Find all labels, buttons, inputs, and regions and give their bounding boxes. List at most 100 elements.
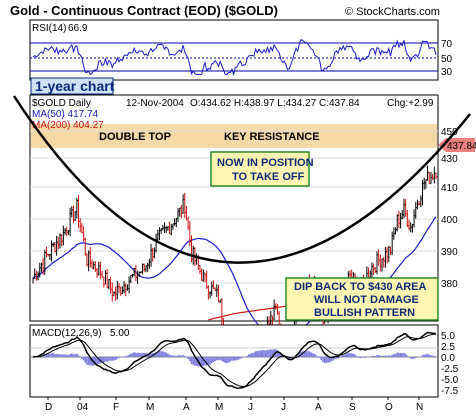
- macd-hist-bar: [222, 357, 225, 363]
- rsi-tick-70: 70: [441, 39, 453, 50]
- x-tick-label: S: [349, 402, 356, 413]
- macd-hist-bar: [409, 357, 412, 359]
- macd-tick-neg7.5: -7.5: [441, 386, 459, 397]
- macd-hist-bar: [345, 353, 348, 357]
- x-axis: D 04 F M A M J J A S O N: [30, 396, 438, 413]
- macd-hist-bar: [325, 357, 328, 363]
- macd-hist-bar: [113, 357, 115, 361]
- macd-hist-bar: [60, 354, 63, 357]
- macd-hist-bar: [389, 355, 392, 357]
- macd-hist-bar: [264, 350, 267, 357]
- macd-hist-bar: [138, 352, 141, 357]
- macd-hist-bar: [119, 357, 122, 358]
- macd-hist-bar: [318, 357, 321, 358]
- cup-curve: [12, 95, 471, 264]
- macd-hist-bar: [118, 357, 120, 358]
- macd-hist-bar: [67, 355, 70, 357]
- macd-hist-bar: [379, 355, 382, 357]
- y-tick-430: 430: [441, 154, 458, 165]
- macd-hist-bar: [393, 354, 395, 357]
- x-tick-label: D: [45, 402, 52, 413]
- macd-hist-bar: [423, 354, 425, 357]
- y-tick-380: 380: [441, 279, 458, 290]
- macd-hist-bar: [199, 357, 201, 367]
- macd-hist-bar: [128, 354, 130, 357]
- macd-hist-bar: [310, 352, 313, 357]
- macd-hist-bar: [414, 357, 417, 358]
- macd-hist-bar: [126, 355, 129, 357]
- price-ohlc: O:434.62 H:438.97 L:434.27 C:437.84: [190, 98, 360, 109]
- macd-hist-bar: [232, 357, 235, 361]
- price-panel: $GOLD Daily 12-Nov-2004 O:434.62 H:438.9…: [12, 94, 476, 366]
- macd-hist-bar: [398, 352, 400, 357]
- macd-hist-bar: [374, 356, 377, 357]
- macd-tick-neg2.5: -2.5: [441, 364, 459, 375]
- macd-hist-bar: [59, 353, 61, 357]
- current-price-tag: 437.84: [447, 141, 476, 152]
- macd-hist-bar: [86, 357, 88, 365]
- macd-hist-bar: [256, 351, 259, 357]
- macd-hist-bar: [377, 355, 380, 357]
- x-tick-label: J: [281, 402, 286, 413]
- macd-hist-bar: [352, 353, 355, 357]
- macd-hist-bar: [215, 357, 218, 361]
- macd-hist-bar: [195, 357, 198, 366]
- watermark: © StockCharts.com: [345, 6, 440, 18]
- macd-hist-bar: [411, 357, 414, 360]
- macd-hist-bar: [133, 352, 135, 357]
- macd-hist-bar: [239, 357, 242, 359]
- macd-hist-bar: [64, 354, 66, 357]
- macd-hist-bar: [207, 357, 210, 366]
- macd-hist-bar: [116, 357, 119, 359]
- macd-hist-bar: [425, 354, 427, 357]
- macd-hist-bar: [231, 357, 233, 361]
- macd-hist-bar: [212, 357, 215, 363]
- key-resistance-label: KEY RESISTANCE: [224, 131, 320, 143]
- macd-hist-bar: [52, 353, 55, 357]
- macd-hist-bar: [123, 356, 125, 357]
- macd-hist-bar: [301, 351, 304, 357]
- macd-hist-bar: [384, 355, 387, 357]
- macd-hist-bar: [178, 355, 181, 357]
- macd-hist-bar: [136, 352, 139, 357]
- macd-hist-bar: [249, 353, 252, 357]
- macd-hist-bar: [296, 354, 299, 357]
- macd-hist-bar: [381, 355, 383, 357]
- macd-hist-bar: [312, 352, 314, 357]
- price-symbol: $GOLD Daily: [32, 98, 91, 109]
- macd-hist-bar: [167, 353, 169, 357]
- macd-hist-bar: [140, 353, 142, 357]
- macd-hist-bar: [303, 351, 306, 357]
- dip-line3: BULLISH PATTERN: [314, 307, 415, 319]
- macd-hist-bar: [55, 353, 58, 357]
- macd-hist-bar: [396, 352, 399, 357]
- macd-hist-bar: [219, 357, 221, 360]
- macd-hist-bar: [104, 357, 107, 362]
- rsi-value: 66.9: [68, 23, 88, 34]
- macd-hist-bar: [62, 354, 65, 357]
- rsi-tick-50: 50: [441, 54, 453, 65]
- macd-hist-bar: [258, 350, 260, 357]
- macd-hist-bar: [221, 357, 223, 361]
- price-date: 12-Nov-2004: [126, 98, 184, 109]
- macd-hist-bar: [82, 357, 85, 361]
- macd-hist-bar: [403, 352, 405, 357]
- macd-hist-bar: [76, 353, 78, 357]
- macd-hist-bar: [271, 349, 274, 357]
- macd-hist-bar: [241, 357, 243, 359]
- x-tick-label: A: [183, 402, 190, 413]
- macd-hist-bar: [280, 353, 282, 357]
- macd-hist-bar: [129, 353, 132, 357]
- macd-hist-bar: [413, 357, 415, 359]
- macd-hist-bar: [173, 355, 176, 357]
- macd-hist-bar: [70, 353, 73, 357]
- macd-value: 5.00: [110, 328, 130, 339]
- macd-hist-bar: [162, 351, 164, 357]
- y-tick-390: 390: [441, 247, 458, 258]
- macd-hist-bar: [268, 349, 270, 357]
- macd-hist-bar: [263, 350, 265, 357]
- macd-hist-bar: [217, 357, 220, 361]
- macd-hist-bar: [261, 350, 264, 357]
- x-tick-label: N: [416, 402, 423, 413]
- macd-hist-bar: [81, 357, 83, 359]
